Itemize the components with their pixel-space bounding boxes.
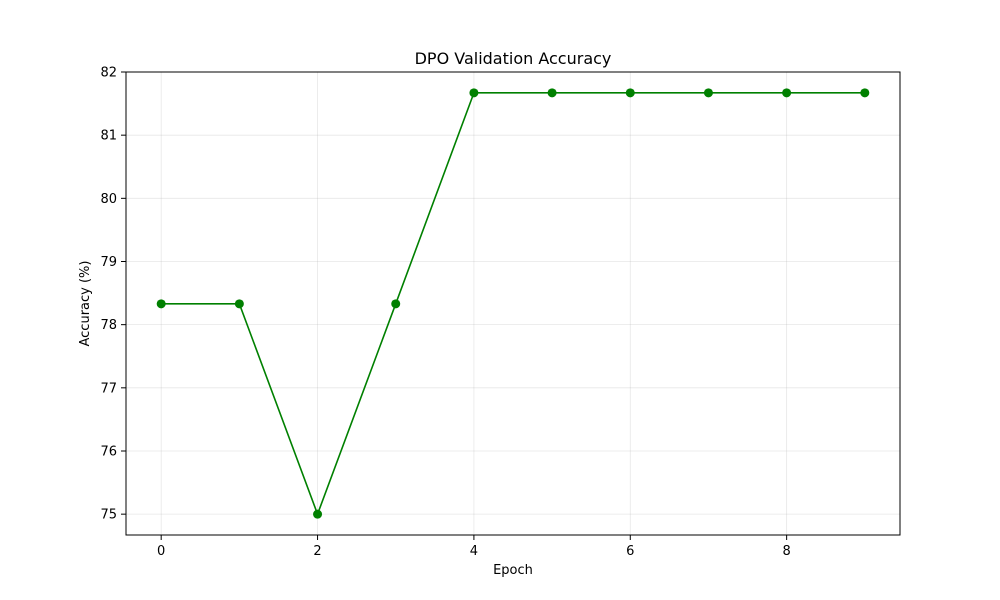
y-tick-label: 75	[100, 508, 117, 523]
data-point-marker	[156, 299, 166, 309]
y-tick-label: 77	[100, 381, 117, 396]
y-axis-ticks: 75 76 77 78 79 80 81 82	[100, 66, 126, 523]
data-point-marker	[782, 88, 792, 98]
data-point-marker	[547, 88, 557, 98]
plot-area-frame	[125, 71, 901, 536]
data-point-marker	[313, 509, 323, 519]
data-point-marker	[234, 299, 244, 309]
data-point-marker	[469, 88, 479, 98]
x-axis-ticks: 0 2 4 6 8	[157, 535, 791, 559]
data-point-marker	[391, 299, 401, 309]
y-tick-label: 81	[100, 129, 117, 144]
x-tick-label: 8	[782, 544, 790, 559]
y-axis-label: Accuracy (%)	[78, 261, 93, 347]
data-point-marker	[860, 88, 870, 98]
x-tick-label: 4	[470, 544, 478, 559]
y-tick-label: 76	[100, 444, 117, 459]
data-point-marker	[625, 88, 635, 98]
x-tick-label: 6	[626, 544, 634, 559]
data-point-marker	[703, 88, 713, 98]
y-tick-label: 78	[100, 318, 117, 333]
x-tick-label: 2	[313, 544, 321, 559]
x-axis-label: Epoch	[493, 563, 533, 578]
x-tick-label: 0	[157, 544, 165, 559]
chart-title: DPO Validation Accuracy	[415, 49, 612, 68]
series-layer	[156, 88, 870, 519]
series-line	[161, 92, 865, 515]
y-tick-label: 79	[100, 255, 117, 270]
y-tick-label: 80	[100, 192, 117, 207]
y-tick-label: 82	[100, 66, 117, 81]
